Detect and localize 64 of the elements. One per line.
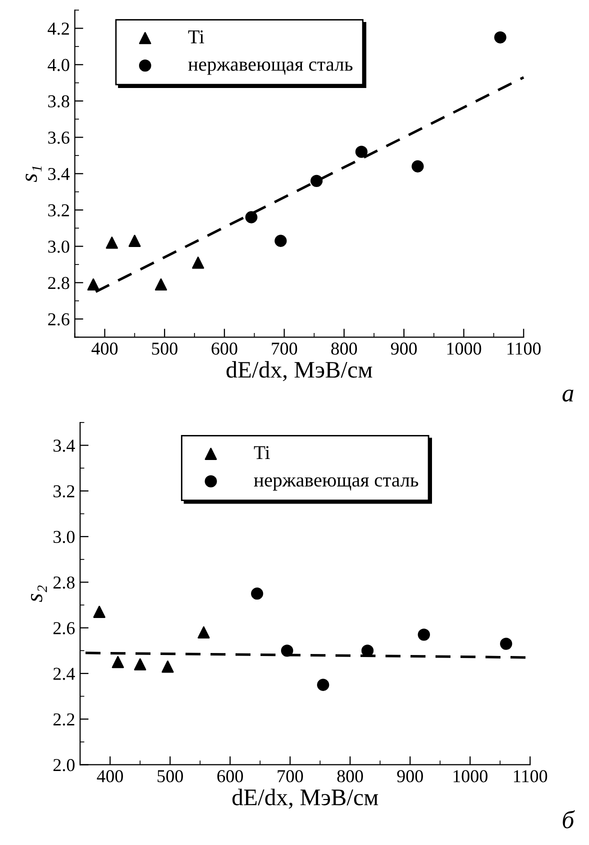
point bbox=[500, 638, 512, 650]
point bbox=[154, 278, 168, 291]
x-tick-label: 700 bbox=[272, 342, 298, 355]
y-tick-label: 3.0 bbox=[48, 240, 70, 253]
y-tick-label: 2.6 bbox=[48, 313, 70, 326]
x-tick-label: 1000 bbox=[454, 770, 488, 782]
y-tick-label: 2.0 bbox=[53, 758, 75, 772]
legend-label: нержавеющая сталь bbox=[188, 62, 352, 75]
x-tick-label: 900 bbox=[390, 342, 417, 355]
point bbox=[162, 660, 174, 673]
y-axis-title: s₁ bbox=[26, 166, 42, 182]
x-tick-label: 400 bbox=[96, 770, 123, 782]
x-axis-title: dE/dx, МэВ/см bbox=[226, 361, 372, 382]
point bbox=[245, 211, 258, 224]
x-axis-title: dE/dx, МэВ/см bbox=[232, 788, 378, 809]
x-tick-label: 800 bbox=[337, 770, 363, 782]
point bbox=[87, 278, 100, 291]
y-tick-label: 2.6 bbox=[53, 622, 75, 634]
point bbox=[418, 628, 430, 641]
y-axis-title: s₂ bbox=[30, 585, 47, 602]
point bbox=[198, 626, 210, 638]
point bbox=[355, 146, 368, 158]
point bbox=[412, 160, 424, 172]
x-tick-label: 800 bbox=[331, 342, 357, 355]
y-tick-label: 2.8 bbox=[48, 276, 70, 290]
x-tick-label: 1100 bbox=[507, 342, 541, 355]
x-tick-label: 900 bbox=[397, 770, 423, 782]
text: б bbox=[562, 810, 575, 828]
point bbox=[317, 678, 330, 691]
legend-label: Ti bbox=[188, 30, 204, 44]
y-tick-label: 2.4 bbox=[53, 668, 75, 680]
point bbox=[134, 658, 146, 670]
point bbox=[494, 31, 506, 44]
point bbox=[112, 656, 124, 668]
point bbox=[281, 644, 294, 657]
x-tick-label: 700 bbox=[278, 770, 303, 782]
y-tick-label: 2.8 bbox=[53, 576, 75, 589]
y-tick-label: 3.4 bbox=[54, 440, 75, 452]
x-tick-label: 500 bbox=[152, 342, 178, 355]
y-tick-label: 3.2 bbox=[48, 204, 69, 217]
y-tick-label: 3.2 bbox=[54, 485, 74, 498]
x-tick-label: 400 bbox=[92, 342, 118, 355]
x-tick-label: 500 bbox=[158, 770, 183, 782]
point bbox=[310, 174, 323, 187]
legend-label: Ti bbox=[254, 446, 270, 459]
point bbox=[128, 234, 141, 247]
y-tick-label: 3.8 bbox=[48, 95, 70, 108]
y-tick-label: 3.0 bbox=[54, 530, 75, 544]
y-tick-label: 3.6 bbox=[48, 132, 70, 144]
x-tick-label: 1000 bbox=[447, 342, 482, 355]
point bbox=[192, 256, 204, 269]
x-tick-label: 600 bbox=[217, 770, 243, 782]
point bbox=[93, 606, 106, 618]
x-tick-label: 1100 bbox=[514, 770, 548, 782]
point bbox=[274, 234, 287, 247]
y-tick-label: 4.0 bbox=[48, 58, 70, 72]
legend-label: нержавеющая сталь bbox=[254, 477, 418, 491]
text: а bbox=[562, 390, 574, 402]
y-tick-label: 4.2 bbox=[48, 22, 69, 35]
y-tick-label: 3.4 bbox=[48, 168, 70, 180]
point bbox=[106, 236, 118, 249]
point bbox=[251, 588, 264, 600]
y-tick-label: 2.2 bbox=[53, 713, 74, 726]
x-tick-label: 600 bbox=[212, 342, 238, 355]
